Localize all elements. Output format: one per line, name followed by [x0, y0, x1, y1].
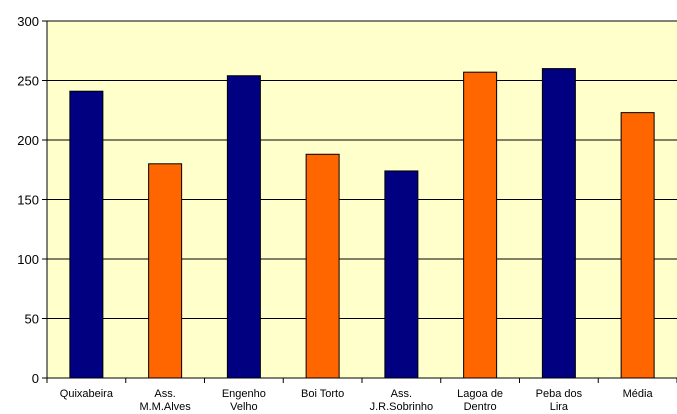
y-tick-label: 50 — [25, 312, 39, 327]
bar — [69, 90, 104, 379]
bar — [463, 71, 498, 379]
x-category-label: Peba dos Lira — [536, 388, 583, 413]
x-category-label: Boi Torto — [301, 388, 344, 400]
y-tick-label: 0 — [32, 371, 39, 386]
y-tick-label: 100 — [17, 252, 39, 267]
y-tick-label: 300 — [17, 14, 39, 29]
y-tick-label: 200 — [17, 133, 39, 148]
bar — [620, 112, 655, 379]
y-tick-label: 250 — [17, 74, 39, 89]
bar — [384, 170, 419, 379]
x-category-label: Média — [623, 388, 654, 400]
bar — [541, 68, 576, 379]
x-category-label: Ass. M.M.Alves — [139, 388, 191, 413]
bars — [69, 68, 655, 379]
bar — [148, 163, 183, 379]
y-axis-ticks: 0 50 100 150 200 250 300 — [17, 14, 47, 386]
x-axis-labels: Quixabeira Ass. M.M.Alves Engenho Velho Boi T… — [60, 388, 654, 413]
bar — [226, 75, 261, 379]
x-category-label: Ass. J.R.Sobrinho — [370, 388, 434, 413]
x-category-label: Lagoa de Dentro — [457, 388, 503, 413]
x-category-label: Quixabeira — [60, 388, 114, 400]
x-category-label: Engenho Velho — [222, 388, 266, 413]
bar — [305, 153, 340, 379]
y-tick-label: 150 — [17, 193, 39, 208]
